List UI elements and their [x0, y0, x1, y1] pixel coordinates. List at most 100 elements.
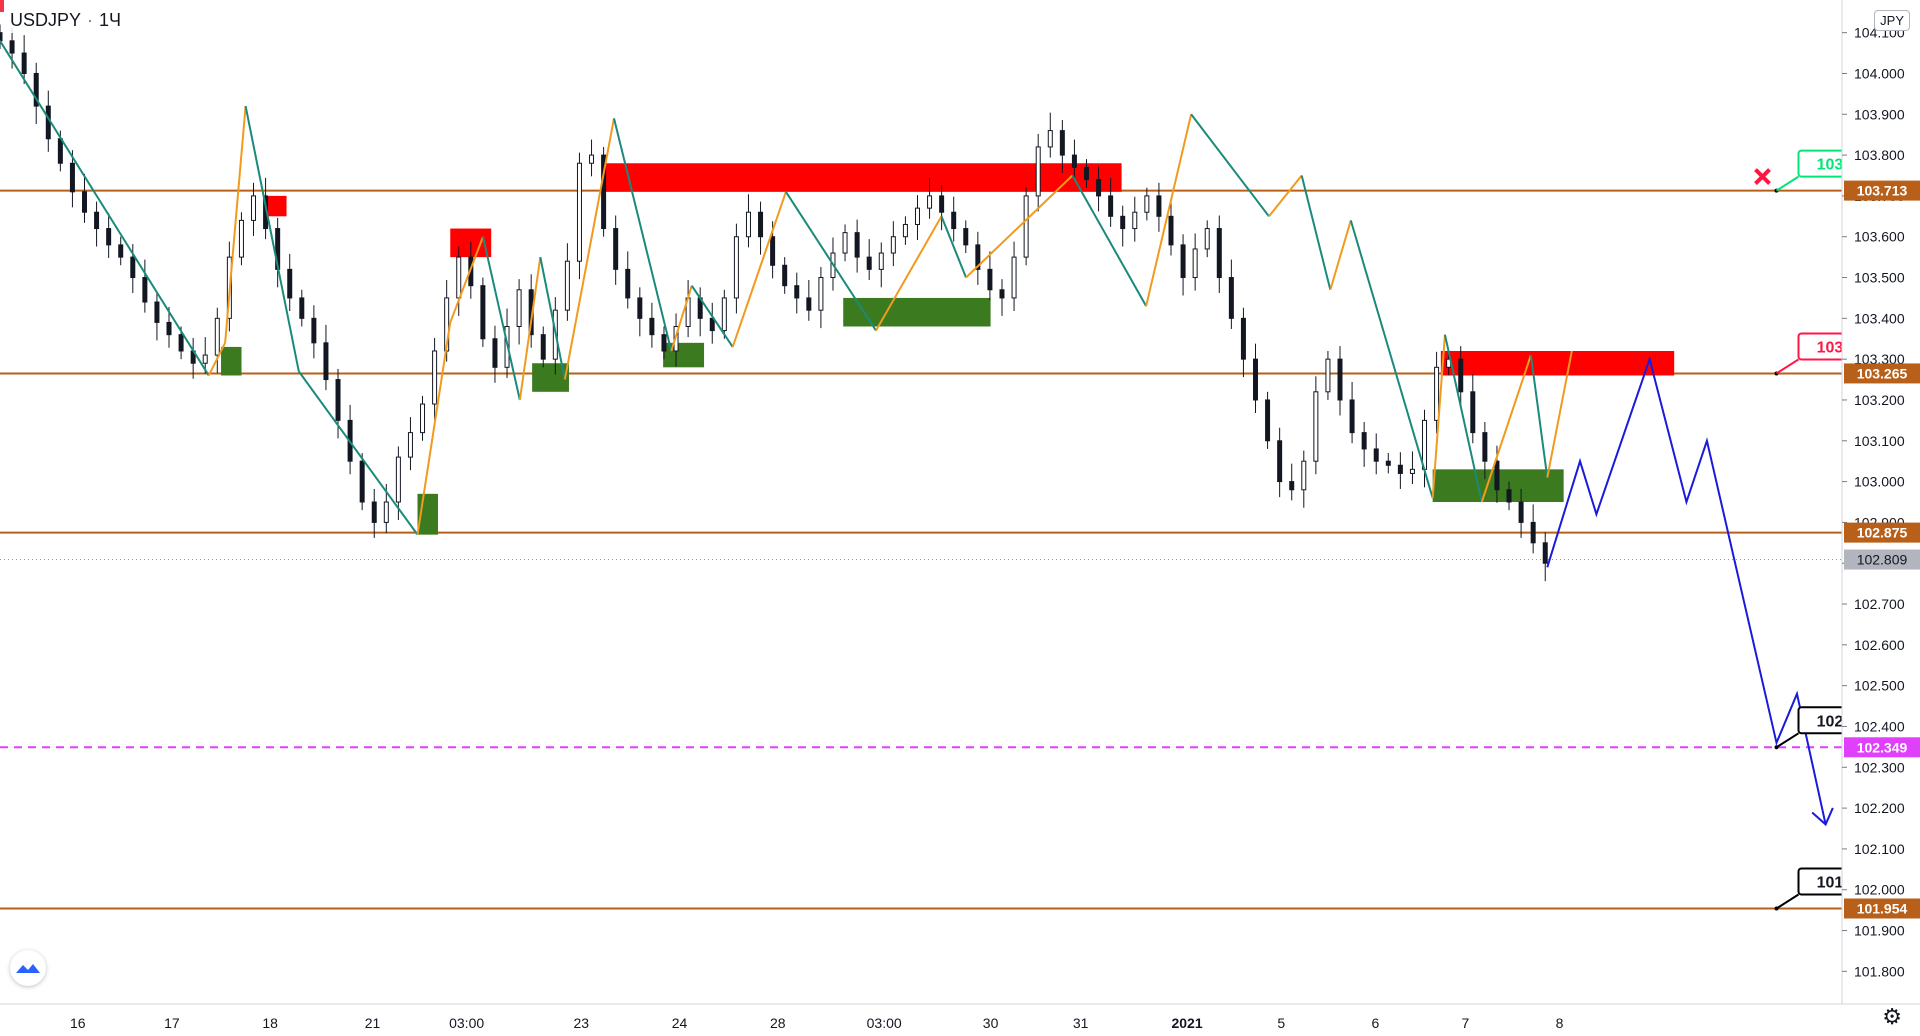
- candle-body: [407, 432, 413, 458]
- y-tick-label: 103.200: [1854, 392, 1905, 408]
- candle-body: [106, 228, 112, 246]
- candle-body: [1337, 358, 1343, 401]
- y-tick-label: 101.900: [1854, 923, 1905, 939]
- x-tick-label: 24: [672, 1015, 688, 1031]
- projection-line[interactable]: [1546, 355, 1827, 825]
- zigzag-down-swing: [1190, 113, 1270, 217]
- zigzag-up-swing: [670, 285, 693, 352]
- candle-body: [82, 191, 88, 213]
- projection-path: [1546, 355, 1834, 827]
- level-price-tag: [1844, 363, 1920, 384]
- candle-body: [1120, 215, 1126, 230]
- candle-body: [1325, 358, 1331, 393]
- candle-body: [1047, 130, 1053, 148]
- candle-body: [480, 285, 486, 340]
- x-tick-label: 8: [1556, 1015, 1564, 1031]
- symbol-name[interactable]: USDJPY: [10, 10, 82, 30]
- y-tick-label: 102.400: [1854, 718, 1905, 734]
- y-tick-label: 103.100: [1854, 433, 1905, 449]
- header-separator: ·: [87, 10, 94, 30]
- x-tick-label: 03:00: [449, 1015, 484, 1031]
- candle-body: [432, 350, 438, 405]
- zigzag-down-swing: [1071, 175, 1148, 307]
- y-tick-label: 103.500: [1854, 270, 1905, 286]
- candle-body: [613, 228, 619, 270]
- level-price-tag-label: 101.954: [1857, 900, 1908, 916]
- candle-body: [323, 342, 329, 381]
- candle-body: [540, 334, 546, 360]
- candle-body: [335, 379, 341, 421]
- candle-body: [1180, 244, 1186, 279]
- target-price-tag: [1844, 737, 1920, 758]
- candle-body: [576, 162, 582, 262]
- candle-body: [1482, 432, 1488, 462]
- demand-zone[interactable]: [221, 346, 242, 376]
- candle-body: [1253, 358, 1259, 401]
- gear-icon[interactable]: ⚙: [1882, 1004, 1902, 1029]
- candle-body: [963, 228, 969, 246]
- zigzag-down-swing: [785, 191, 877, 332]
- candle-body: [1458, 358, 1464, 393]
- candle-body: [1434, 366, 1440, 421]
- candle-body: [1289, 481, 1295, 491]
- zigzag-down-swing: [298, 370, 419, 536]
- zigzag-down-swing: [1300, 175, 1332, 291]
- candle-body: [890, 236, 896, 254]
- cross-icon: [1754, 168, 1771, 186]
- candle-body: [45, 105, 51, 140]
- zigzag-up-swing: [1546, 350, 1573, 478]
- candle-body: [118, 244, 124, 258]
- candle-body: [625, 268, 631, 299]
- price-axis: 101.800 101.900 102.000 102.100 102.200 102.3…: [1841, 0, 1920, 1036]
- candle-body: [1409, 468, 1415, 474]
- candle-body: [1349, 399, 1355, 434]
- candle-body: [1373, 448, 1379, 462]
- x-tick-label: 7: [1462, 1015, 1470, 1031]
- candle-body: [0, 32, 3, 42]
- x-tick-label: 03:00: [867, 1015, 902, 1031]
- zigzag-down-swing: [1443, 334, 1483, 503]
- interval-label[interactable]: 1Ч: [99, 10, 122, 30]
- zigzag-up-swing: [563, 118, 615, 380]
- level-price-tag-label: 103.265: [1857, 365, 1908, 381]
- candle-body: [359, 460, 365, 503]
- candle-body: [1083, 166, 1089, 181]
- candle-body: [999, 289, 1005, 299]
- candle-body: [721, 297, 727, 332]
- candle-body: [178, 334, 184, 352]
- callout-pointer: [1775, 358, 1800, 375]
- level-price-tag: [1844, 522, 1920, 543]
- level-price-tag-label: 102.875: [1857, 525, 1908, 541]
- supply-zone[interactable]: [601, 163, 1122, 192]
- zigzag-up-swing: [731, 191, 787, 348]
- candle-body: [299, 297, 305, 319]
- candle-body: [1228, 277, 1234, 319]
- candle-body: [854, 232, 860, 258]
- candle-body: [878, 252, 884, 270]
- tradingview-logo-icon[interactable]: [10, 950, 46, 986]
- candle-body: [214, 317, 220, 356]
- demand-zone[interactable]: [843, 297, 991, 327]
- zones: [221, 163, 1675, 535]
- candle-body: [564, 260, 570, 311]
- candle-body: [1470, 391, 1476, 434]
- zigzag-down-swing: [940, 215, 967, 278]
- currency-badge[interactable]: JPY: [1874, 10, 1910, 31]
- y-tick-label: 104.000: [1854, 65, 1905, 81]
- candle-body: [154, 301, 160, 323]
- zigzag-up-swing: [449, 236, 484, 323]
- candle-body: [395, 456, 401, 503]
- candle-body: [927, 195, 933, 209]
- candle-body: [57, 138, 63, 164]
- supply-zone[interactable]: [1440, 350, 1675, 376]
- supply-zone[interactable]: [266, 195, 287, 217]
- candle-body: [782, 264, 788, 287]
- candle-body: [951, 211, 957, 230]
- zigzag-down-swing: [690, 285, 734, 348]
- symbol-header[interactable]: USDJPY · 1Ч: [6, 8, 126, 33]
- candle-body: [456, 256, 462, 299]
- candle-body: [371, 501, 377, 523]
- candle-body: [902, 223, 908, 238]
